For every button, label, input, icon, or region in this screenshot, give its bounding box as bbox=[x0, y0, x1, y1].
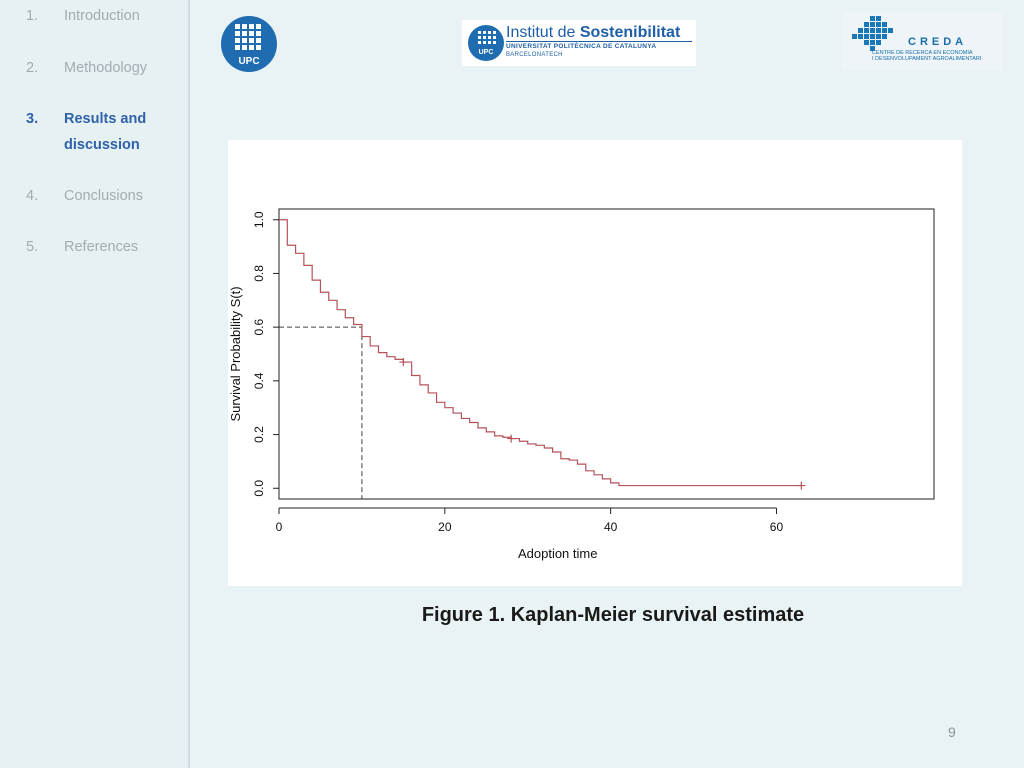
y-tick-label: 0.4 bbox=[252, 372, 266, 389]
institut-divider bbox=[506, 41, 692, 42]
institut-university: UNIVERSITAT POLITÈCNICA DE CATALUNYA bbox=[506, 43, 657, 50]
x-tick-label: 20 bbox=[438, 520, 452, 534]
y-tick-label: 0.0 bbox=[252, 480, 266, 497]
censor-marks bbox=[399, 358, 806, 490]
nav-item-label: Conclusions bbox=[64, 188, 143, 204]
x-tick-label: 40 bbox=[604, 520, 618, 534]
nav-item-number: 1. bbox=[26, 8, 39, 24]
censor-mark bbox=[797, 481, 806, 490]
y-tick-label: 0.8 bbox=[252, 265, 266, 282]
survival-step-line bbox=[279, 219, 802, 487]
institut-badge-text: UPC bbox=[479, 49, 494, 56]
nav-item-number: 4. bbox=[26, 188, 39, 204]
creda-name: CREDA bbox=[908, 36, 968, 48]
nav-item-label: Results and discussion bbox=[64, 111, 147, 153]
y-tick-label: 0.2 bbox=[252, 426, 266, 443]
kaplan-meier-plot: 0 20 40 60 0.0 0.2 0.4 0.6 0.8 1.0 Adoption time… bbox=[228, 208, 935, 561]
median-guide bbox=[279, 326, 363, 499]
survival-curve bbox=[279, 219, 802, 487]
upc-logo: UPC bbox=[218, 16, 280, 72]
institut-sostenibilitat-logo: UPC Institut de Sostenibilitat UNIVERSIT… bbox=[462, 20, 696, 66]
x-tick-label: 0 bbox=[276, 520, 283, 534]
censor-mark bbox=[399, 358, 408, 367]
x-axis: 0 20 40 60 bbox=[276, 507, 784, 534]
x-tick-label: 60 bbox=[770, 520, 784, 534]
sidebar-nav: 1. Introduction 2. Methodology 3. Result… bbox=[0, 0, 190, 768]
upc-logo-text: UPC bbox=[238, 56, 259, 67]
institut-title: Institut de Sostenibilitat bbox=[506, 24, 681, 41]
nav-item-number: 2. bbox=[26, 60, 39, 76]
x-axis-label: Adoption time bbox=[518, 546, 598, 561]
y-tick-label: 1.0 bbox=[252, 211, 266, 228]
nav-item-number: 3. bbox=[26, 111, 39, 127]
creda-subtitle: CENTRE DE RECERCA EN ECONOMIA I DESENVOLU… bbox=[872, 50, 982, 62]
plot-frame bbox=[278, 208, 935, 500]
creda-logo: CREDA CENTRE DE RECERCA EN ECONOMIA I DES… bbox=[842, 12, 1002, 70]
nav-item-label: Methodology bbox=[64, 60, 148, 76]
institut-barcelonatech: BARCELONATECH bbox=[506, 52, 563, 58]
censor-mark bbox=[507, 434, 516, 443]
nav-item-label: Introduction bbox=[64, 8, 140, 24]
y-axis: 0.0 0.2 0.4 0.6 0.8 1.0 bbox=[252, 211, 280, 497]
page-number: 9 bbox=[948, 724, 956, 740]
figure-caption: Figure 1. Kaplan-Meier survival estimate bbox=[421, 604, 805, 626]
kaplan-meier-chart: 0 20 40 60 0.0 0.2 0.4 0.6 0.8 1.0 Adoption time… bbox=[228, 140, 962, 586]
upc-logo-mark: UPC bbox=[221, 16, 277, 72]
creda-pixel-mark-icon bbox=[852, 16, 893, 51]
y-tick-label: 0.6 bbox=[252, 318, 266, 335]
institut-badge-icon: UPC bbox=[468, 25, 504, 61]
nav-item-label: References bbox=[64, 239, 139, 255]
y-axis-label: Survival Probability S(t) bbox=[228, 286, 243, 421]
nav-item-number: 5. bbox=[26, 239, 39, 255]
